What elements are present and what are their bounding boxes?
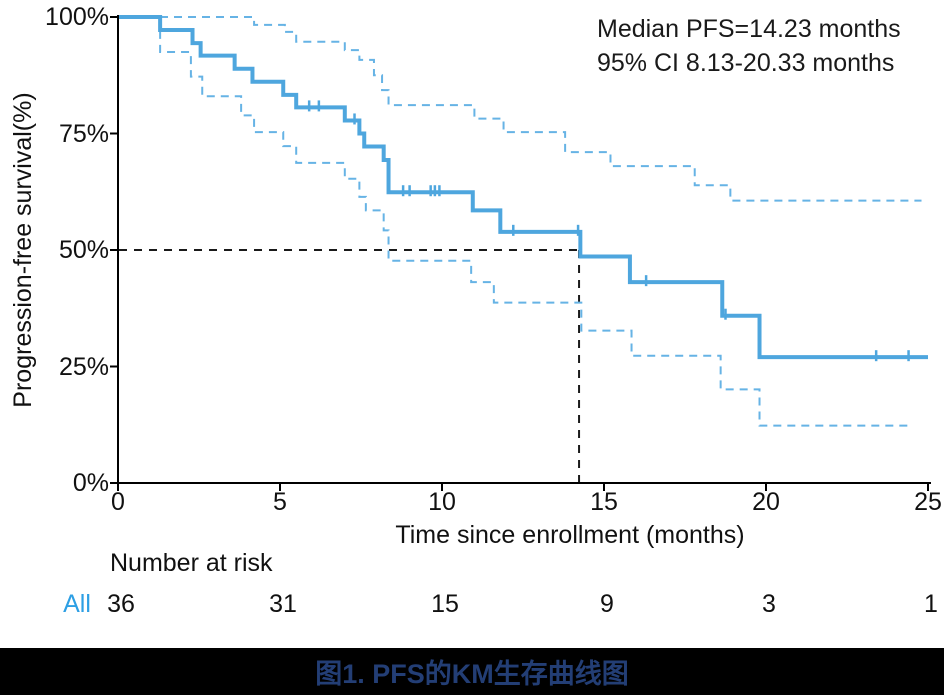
- risk-count: 36: [107, 590, 135, 618]
- km-plot-canvas: [110, 15, 931, 491]
- median-annotation-line1: Median PFS=14.23 months: [597, 15, 901, 43]
- x-tick-label: 15: [590, 488, 618, 516]
- risk-table-group-label: All: [63, 590, 91, 618]
- x-tick-label: 25: [914, 488, 942, 516]
- x-tick-label: 10: [428, 488, 456, 516]
- risk-count: 9: [600, 590, 614, 618]
- risk-count: 15: [431, 590, 459, 618]
- y-tick-label: 100%: [45, 3, 109, 31]
- risk-count: 1: [924, 590, 938, 618]
- risk-count: 31: [269, 590, 297, 618]
- y-tick-label: 75%: [58, 119, 109, 148]
- risk-table-header: Number at risk: [110, 549, 273, 577]
- median-annotation-line2: 95% CI 8.13-20.33 months: [597, 49, 895, 77]
- x-tick-label: 0: [111, 488, 125, 516]
- y-tick-label: 25%: [58, 352, 109, 381]
- y-tick-label: 50%: [58, 236, 109, 264]
- y-tick-label: 0%: [72, 469, 109, 497]
- risk-count: 3: [762, 590, 776, 618]
- median-annotation: Median PFS=14.23 months 95% CI 8.13-20.3…: [597, 12, 901, 80]
- x-axis-title: Time since enrollment (months): [395, 521, 745, 549]
- x-tick-label: 5: [273, 488, 287, 516]
- x-tick-label: 20: [752, 488, 780, 516]
- figure-caption-text: 图1. PFS的KM生存曲线图: [315, 659, 629, 689]
- figure-caption-bar: 图1. PFS的KM生存曲线图: [0, 648, 944, 695]
